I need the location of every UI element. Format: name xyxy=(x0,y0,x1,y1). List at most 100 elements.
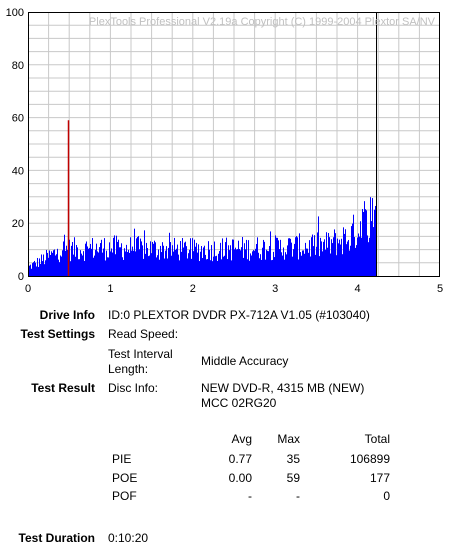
pie-bar xyxy=(148,256,149,276)
pie-bar xyxy=(334,229,335,276)
pie-bar xyxy=(121,243,122,276)
pie-bar xyxy=(231,260,232,276)
pie-bar xyxy=(292,256,293,276)
pie-bar xyxy=(130,237,131,276)
pie-bar xyxy=(248,240,249,276)
pie-bar xyxy=(43,254,44,276)
pie-bar xyxy=(47,252,48,276)
pie-bar xyxy=(93,257,94,276)
pie-bar xyxy=(37,257,38,276)
pie-bar xyxy=(32,263,33,276)
pie-bar xyxy=(286,254,287,276)
pie-bar xyxy=(117,241,118,276)
pie-bar xyxy=(369,237,370,276)
pie-bar xyxy=(168,247,169,276)
pie-bar xyxy=(30,264,31,276)
pie-bar xyxy=(167,258,168,276)
pie-bar xyxy=(280,239,281,276)
pie-bar xyxy=(374,209,375,276)
pie-bar xyxy=(348,239,349,276)
pie-bar xyxy=(290,238,291,276)
pie-bar xyxy=(65,250,66,276)
pie-bar xyxy=(171,255,172,276)
pie-bar xyxy=(324,239,325,276)
pie-bar xyxy=(84,260,85,276)
pie-bar xyxy=(243,257,244,276)
pie-bar xyxy=(126,244,127,276)
pie-bar xyxy=(356,245,357,276)
pie-bar xyxy=(245,249,246,276)
pie-bar xyxy=(258,252,259,276)
pie-bar xyxy=(147,248,148,276)
pie-bar xyxy=(98,252,99,276)
pie-bar xyxy=(196,242,197,276)
pie-bar xyxy=(235,247,236,276)
pie-bar xyxy=(295,237,296,276)
pie-bar xyxy=(297,237,298,276)
pie-bar xyxy=(360,221,361,276)
pie-bar xyxy=(39,258,40,276)
pie-bar xyxy=(97,251,98,276)
x-tick-labels: 0 1 2 3 4 5 xyxy=(25,283,443,295)
pie-bar xyxy=(200,251,201,276)
pie-bar xyxy=(361,237,362,276)
pie-bar xyxy=(255,248,256,276)
row-name: POF xyxy=(112,489,137,503)
y-tick-labels: 0 20 40 60 80 100 xyxy=(6,7,24,283)
pie-bar xyxy=(339,239,340,276)
pie-bar xyxy=(137,236,138,276)
test-interval-label-line2: Length: xyxy=(108,362,149,376)
pie-bar xyxy=(370,197,371,276)
pie-bar xyxy=(251,255,252,276)
pie-bar xyxy=(105,260,106,276)
pie-bar xyxy=(220,242,221,276)
pie-bar xyxy=(230,245,231,276)
pie-bar xyxy=(265,259,266,276)
pie-bar xyxy=(278,240,279,276)
x-tick-label: 0 xyxy=(25,283,31,295)
pie-bar xyxy=(270,231,271,276)
pie-bar xyxy=(77,247,78,276)
pie-bar xyxy=(63,241,64,276)
pie-bar xyxy=(193,251,194,276)
pie-bar xyxy=(261,259,262,276)
pie-bar xyxy=(362,209,363,276)
total-header: Total xyxy=(364,432,390,446)
pie-bar xyxy=(353,214,354,276)
pie-bar xyxy=(57,248,58,276)
drive-info-value: ID:0 PLEXTOR DVDR PX-712A V1.05 (#103040… xyxy=(108,308,370,322)
pie-bar xyxy=(180,241,181,276)
pie-bar xyxy=(259,258,260,276)
pie-bar xyxy=(56,254,57,276)
x-tick-label: 5 xyxy=(437,283,443,295)
pie-bar xyxy=(194,239,195,276)
pie-bar xyxy=(305,242,306,276)
pie-bar xyxy=(158,249,159,276)
test-duration-label: Test Duration xyxy=(18,531,95,545)
pie-bar xyxy=(141,241,142,276)
pie-bar xyxy=(222,238,223,276)
y-tick-label: 100 xyxy=(6,7,24,19)
test-duration-value: 0:10:20 xyxy=(108,531,149,545)
pie-bar xyxy=(221,259,222,276)
pie-bar xyxy=(150,241,151,276)
pie-bar xyxy=(309,240,310,276)
pie-bar xyxy=(192,238,193,276)
pie-bar xyxy=(296,236,297,276)
pie-bar xyxy=(108,257,109,276)
test-settings-label: Test Settings xyxy=(20,327,95,341)
pie-bar xyxy=(318,216,319,276)
pie-bar xyxy=(301,255,302,276)
pie-bar xyxy=(293,249,294,276)
pie-bar xyxy=(109,242,110,276)
disc-info-value-line1: NEW DVD-R, 4315 MB (NEW) xyxy=(201,381,365,395)
pie-bar xyxy=(273,251,274,276)
pie-bar xyxy=(165,250,166,276)
pie-bar xyxy=(337,238,338,276)
pie-bar xyxy=(307,248,308,276)
pie-bar xyxy=(264,241,265,276)
pie-bar xyxy=(88,248,89,276)
y-tick-label: 40 xyxy=(12,165,24,177)
pie-bar xyxy=(162,242,163,276)
pie-bar xyxy=(312,234,313,276)
